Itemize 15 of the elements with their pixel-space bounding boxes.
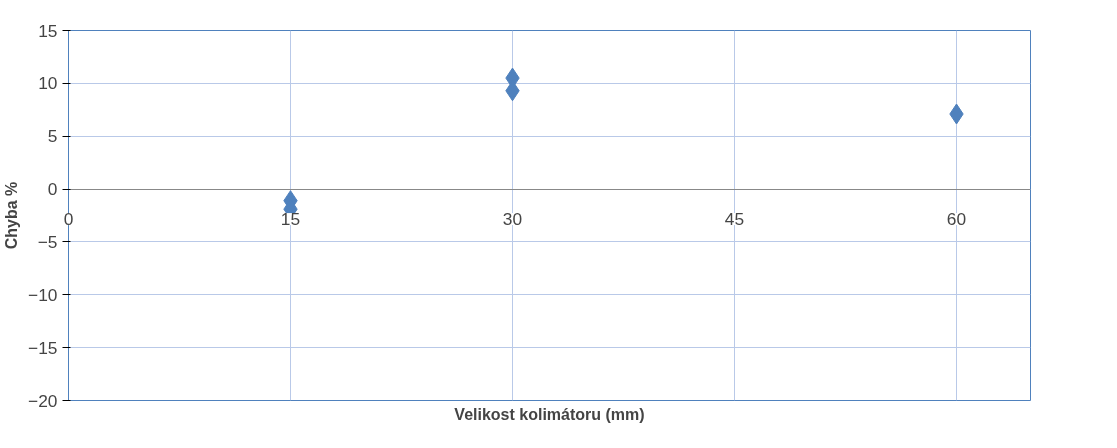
y-tick-label: −15	[28, 337, 58, 358]
x-tick-label: 30	[502, 209, 523, 230]
y-tick-label: 5	[47, 126, 58, 147]
x-tick-label: 60	[946, 209, 967, 230]
y-tick-label: −5	[37, 231, 58, 252]
x-tick-label: 15	[280, 209, 301, 230]
x-axis-title: Velikost kolimátoru (mm)	[454, 405, 645, 423]
y-tick-label: −10	[28, 284, 58, 305]
y-axis-title: Chyba %	[3, 181, 21, 250]
x-tick-label: 0	[63, 209, 74, 230]
y-tick-label: 10	[38, 73, 58, 94]
y-tick-label: −20	[28, 390, 58, 411]
y-tick-label: 15	[38, 20, 58, 41]
y-tick-label: 0	[47, 179, 58, 200]
x-tick-label: 45	[724, 209, 745, 230]
